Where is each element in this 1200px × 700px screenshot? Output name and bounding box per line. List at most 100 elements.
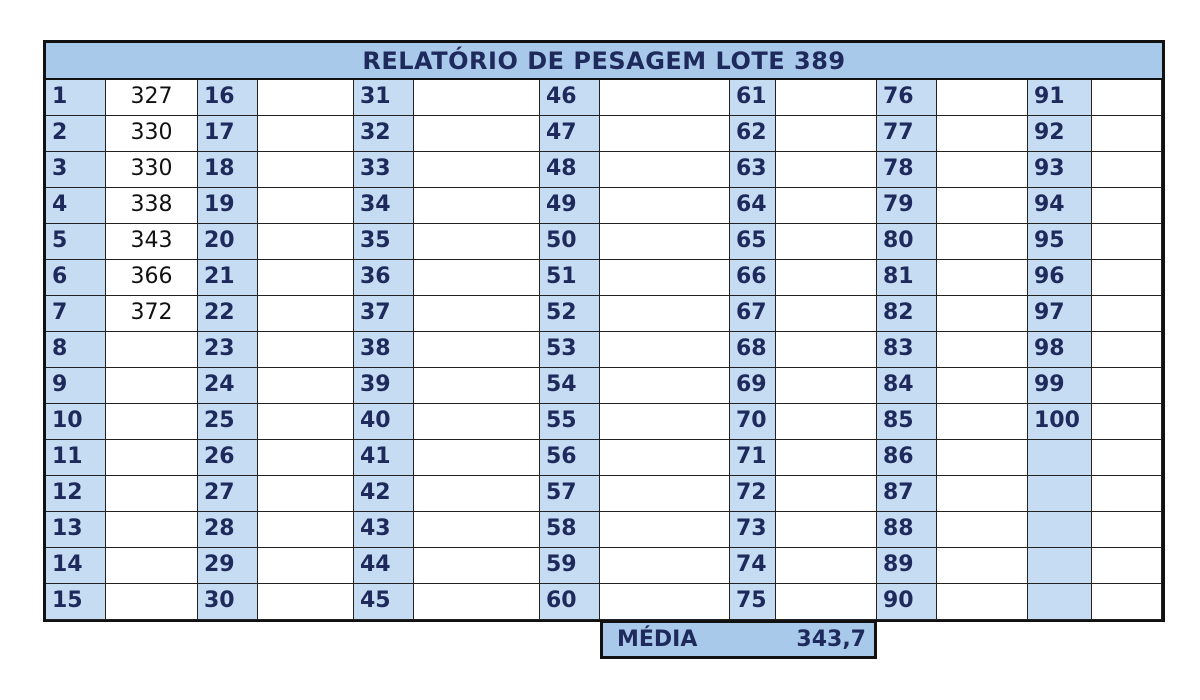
sample-number-cell: 35 (354, 224, 414, 260)
sample-number-cell: 59 (540, 548, 600, 584)
weight-value-cell (1092, 512, 1162, 548)
sample-number-cell: 64 (730, 188, 776, 224)
sample-number-cell: 31 (354, 80, 414, 116)
weight-value-cell (937, 224, 1028, 260)
weight-value-cell (1092, 584, 1162, 620)
sample-number-cell: 26 (198, 440, 258, 476)
weight-value-cell (258, 440, 354, 476)
sample-number-cell: 73 (730, 512, 776, 548)
weight-value-cell (937, 440, 1028, 476)
sample-number-cell: 55 (540, 404, 600, 440)
weight-value-cell: 366 (106, 260, 198, 296)
sample-number-cell: 70 (730, 404, 776, 440)
sample-number-cell: 67 (730, 296, 776, 332)
weight-value-cell (106, 440, 198, 476)
sample-number-cell: 40 (354, 404, 414, 440)
weight-value-cell (414, 476, 540, 512)
average-box: MÉDIA 343,7 (600, 622, 877, 659)
weight-value-cell (600, 440, 730, 476)
sample-number-cell: 45 (354, 584, 414, 620)
weight-value-cell (258, 80, 354, 116)
sample-number-cell: 90 (877, 584, 937, 620)
weight-value-cell (776, 584, 877, 620)
sample-number-cell: 66 (730, 260, 776, 296)
weight-value-cell (937, 404, 1028, 440)
weight-value-cell (414, 116, 540, 152)
sample-number-cell: 97 (1028, 296, 1092, 332)
weight-value-cell (414, 332, 540, 368)
sample-number-cell: 11 (46, 440, 106, 476)
weight-value-cell (776, 368, 877, 404)
weight-value-cell (258, 260, 354, 296)
sample-number-cell: 12 (46, 476, 106, 512)
weight-value-cell (258, 476, 354, 512)
weight-value-cell (937, 368, 1028, 404)
weight-value-cell (106, 368, 198, 404)
sample-number-cell: 60 (540, 584, 600, 620)
weight-value-cell (1092, 548, 1162, 584)
weight-value-cell (258, 368, 354, 404)
weight-value-cell (776, 512, 877, 548)
sample-number-cell: 76 (877, 80, 937, 116)
sample-number-cell: 100 (1028, 404, 1092, 440)
weighing-report-table: RELATÓRIO DE PESAGEM LOTE 389 1 327 2 330 3 3… (43, 40, 1165, 622)
weight-value-cell (937, 332, 1028, 368)
weight-value-cell (1092, 224, 1162, 260)
weight-value-cell (937, 476, 1028, 512)
sample-number-cell: 48 (540, 152, 600, 188)
weight-value-cell (600, 260, 730, 296)
sample-number-cell: 77 (877, 116, 937, 152)
weight-value-cell (776, 548, 877, 584)
weight-value-cell (106, 548, 198, 584)
sample-number-cell: 50 (540, 224, 600, 260)
weight-value-cell (1092, 188, 1162, 224)
weight-value-cell (1092, 296, 1162, 332)
sample-number-cell: 3 (46, 152, 106, 188)
sample-number-cell: 8 (46, 332, 106, 368)
weight-value-cell (776, 260, 877, 296)
weight-value-cell: 330 (106, 152, 198, 188)
sample-number-cell: 94 (1028, 188, 1092, 224)
sample-number-cell: 62 (730, 116, 776, 152)
weight-value-cell (776, 296, 877, 332)
sample-number-cell: 56 (540, 440, 600, 476)
sample-number-cell: 47 (540, 116, 600, 152)
sample-number-cell: 51 (540, 260, 600, 296)
sample-number-cell: 27 (198, 476, 258, 512)
weight-value-cell (1092, 260, 1162, 296)
weight-value-cell (776, 476, 877, 512)
weight-value-cell (258, 548, 354, 584)
weight-value-cell (106, 332, 198, 368)
empty-number-cell (1028, 476, 1092, 512)
weight-value-cell (937, 80, 1028, 116)
weight-value-cell (937, 188, 1028, 224)
sample-number-cell: 79 (877, 188, 937, 224)
sample-number-cell: 68 (730, 332, 776, 368)
sample-number-cell: 22 (198, 296, 258, 332)
weight-value-cell (1092, 116, 1162, 152)
sample-number-cell: 92 (1028, 116, 1092, 152)
sample-number-cell: 28 (198, 512, 258, 548)
weight-value-cell (258, 296, 354, 332)
sample-number-cell: 9 (46, 368, 106, 404)
sample-number-cell: 36 (354, 260, 414, 296)
weight-value-cell (414, 404, 540, 440)
sample-number-cell: 61 (730, 80, 776, 116)
sample-number-cell: 6 (46, 260, 106, 296)
empty-number-cell (1028, 512, 1092, 548)
weight-value-cell (106, 476, 198, 512)
sample-number-cell: 38 (354, 332, 414, 368)
weight-value-cell (414, 368, 540, 404)
sample-number-cell: 33 (354, 152, 414, 188)
weight-value-cell (600, 548, 730, 584)
weight-value-cell (600, 152, 730, 188)
weight-value-cell (1092, 440, 1162, 476)
weight-value-cell (106, 404, 198, 440)
weight-value-cell (1092, 152, 1162, 188)
weight-value-cell (106, 584, 198, 620)
empty-number-cell (1028, 584, 1092, 620)
sample-number-cell: 75 (730, 584, 776, 620)
sample-number-cell: 83 (877, 332, 937, 368)
sample-number-cell: 17 (198, 116, 258, 152)
sample-number-cell: 5 (46, 224, 106, 260)
